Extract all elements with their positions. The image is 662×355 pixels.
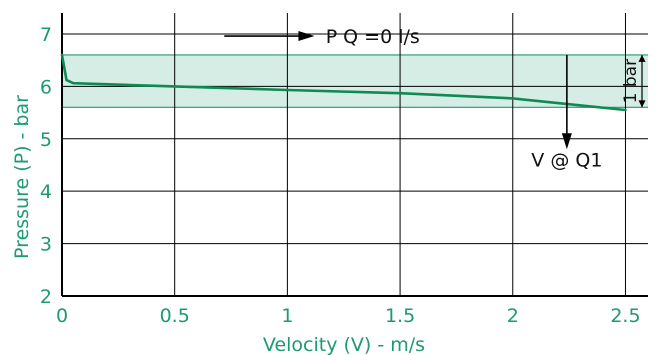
- y-tick-label: 3: [40, 234, 52, 256]
- x-tick-label: 0: [56, 305, 68, 327]
- y-tick-label: 2: [40, 286, 52, 308]
- one-bar-label: 1 bar: [621, 59, 641, 103]
- x-tick-label: 2: [507, 305, 519, 327]
- x-axis-title: Velocity (V) - m/s: [263, 334, 425, 355]
- band-bracket-bottom-arrow: [638, 100, 646, 108]
- band-bracket-top-arrow: [638, 54, 646, 62]
- x-tick-label: 0.5: [160, 305, 190, 327]
- y-tick-label: 6: [40, 76, 52, 98]
- y-tick-label: 7: [40, 24, 52, 46]
- x-tick-label: 1: [281, 305, 293, 327]
- x-tick-label: 2.5: [610, 305, 640, 327]
- x-tick-label: 1.5: [385, 305, 415, 327]
- pressure-curve: [60, 53, 627, 112]
- v-arrow-head: [561, 133, 572, 150]
- y-tick-label: 4: [40, 181, 52, 203]
- tolerance-band: [62, 54, 648, 108]
- v-at-q1-label: V @ Q1: [531, 150, 602, 172]
- y-tick-label: 5: [40, 129, 52, 151]
- p-arrow-head: [298, 31, 315, 42]
- y-axis-title: Pressure (P) - bar: [11, 95, 33, 259]
- p-zero-flow-label: P Q =0 l/s: [326, 26, 420, 48]
